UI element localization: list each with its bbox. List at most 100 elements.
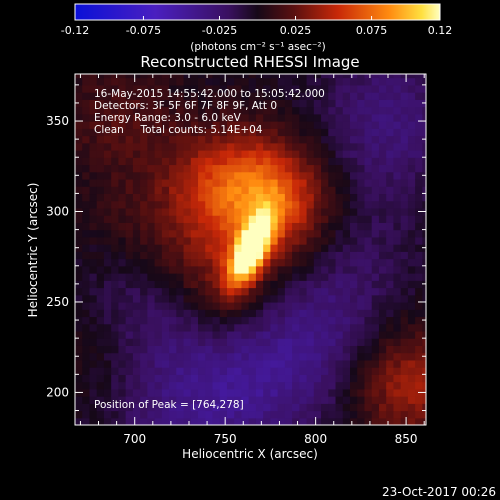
heatmap-cell	[147, 84, 156, 93]
heatmap-cell	[140, 106, 148, 115]
heatmap-cell	[212, 316, 221, 325]
heatmap-cell	[205, 92, 214, 100]
heatmap-cell	[263, 338, 271, 346]
heatmap-cell	[147, 381, 156, 390]
heatmap-cell	[140, 323, 148, 332]
heatmap-cell	[169, 323, 177, 332]
heatmap-cell	[125, 200, 134, 209]
heatmap-cell	[219, 74, 228, 79]
heatmap-cell	[313, 374, 322, 383]
heatmap-cell	[219, 352, 228, 361]
heatmap-cell	[219, 244, 228, 252]
heatmap-cell	[284, 157, 293, 166]
heatmap-cell	[226, 207, 235, 216]
heatmap-cell	[147, 323, 156, 332]
heatmap-cell	[140, 74, 148, 79]
heatmap-cell	[255, 74, 264, 79]
heatmap-cell	[263, 309, 271, 318]
heatmap-cell	[284, 99, 293, 108]
heatmap-cell	[241, 106, 250, 115]
heatmap-cell	[393, 193, 402, 202]
heatmap-cell	[378, 287, 387, 296]
heatmap-cell	[219, 200, 228, 209]
heatmap-cell	[284, 352, 293, 361]
heatmap-cell	[176, 388, 185, 397]
heatmap-cell	[140, 258, 148, 267]
heatmap-cell	[400, 149, 409, 158]
heatmap-cell	[140, 215, 148, 223]
heatmap-cell	[270, 99, 279, 108]
heatmap-cell	[393, 164, 402, 173]
heatmap-cell	[190, 193, 199, 202]
heatmap-cell	[205, 178, 214, 187]
heatmap-cell	[407, 374, 416, 383]
heatmap-cell	[103, 77, 112, 86]
heatmap-cell	[263, 410, 271, 419]
heatmap-cell	[140, 265, 148, 274]
heatmap-cell	[198, 381, 206, 390]
heatmap-cell	[118, 149, 127, 158]
heatmap-cell	[292, 92, 300, 100]
heatmap-cell	[393, 186, 402, 195]
heatmap-cell	[313, 106, 322, 115]
heatmap-cell	[161, 381, 170, 390]
heatmap-cell	[386, 222, 395, 231]
heatmap-cell	[299, 294, 308, 303]
heatmap-cell	[248, 316, 257, 325]
heatmap-cell	[132, 287, 141, 296]
heatmap-cell	[386, 403, 395, 412]
heatmap-cell	[147, 316, 156, 325]
heatmap-cell	[132, 157, 141, 166]
heatmap-cell	[321, 222, 329, 231]
heatmap-cell	[241, 149, 250, 158]
heatmap-cell	[400, 352, 409, 361]
heatmap-cell	[103, 330, 112, 339]
heatmap-cell	[169, 200, 177, 209]
heatmap-cell	[132, 77, 141, 86]
heatmap-cell	[263, 164, 271, 173]
heatmap-cell	[321, 287, 329, 296]
heatmap-cell	[342, 381, 351, 390]
heatmap-cell	[118, 345, 127, 354]
heatmap-cell	[386, 294, 395, 303]
heatmap-cell	[378, 74, 387, 79]
heatmap-cell	[415, 215, 423, 223]
heatmap-cell	[277, 157, 286, 166]
heatmap-cell	[364, 222, 373, 231]
heatmap-cell	[183, 92, 192, 100]
heatmap-cell	[364, 121, 373, 129]
heatmap-cell	[357, 323, 366, 332]
heatmap-cell	[118, 287, 127, 296]
heatmap-cell	[248, 186, 257, 195]
heatmap-cell	[154, 157, 163, 166]
heatmap-cell	[118, 74, 127, 79]
heatmap-cell	[422, 323, 426, 332]
heatmap-cell	[111, 200, 120, 209]
heatmap-cell	[176, 316, 185, 325]
heatmap-cell	[205, 287, 214, 296]
heatmap-cell	[393, 142, 402, 151]
heatmap-cell	[226, 294, 235, 303]
heatmap-cell	[75, 265, 83, 274]
heatmap-cell	[248, 99, 257, 108]
heatmap-cell	[169, 258, 177, 267]
heatmap-cell	[198, 106, 206, 115]
heatmap-cell	[263, 417, 271, 425]
heatmap-cell	[176, 164, 185, 173]
heatmap-cell	[350, 352, 358, 361]
heatmap-cell	[335, 280, 344, 289]
heatmap-cell	[407, 338, 416, 346]
heatmap-cell	[125, 236, 134, 245]
heatmap-cell	[169, 171, 177, 180]
heatmap-cell	[371, 396, 380, 404]
heatmap-cell	[255, 258, 264, 267]
heatmap-cell	[422, 301, 426, 310]
heatmap-cell	[132, 338, 141, 346]
heatmap-cell	[386, 99, 395, 108]
heatmap-cell	[422, 186, 426, 195]
heatmap-cell	[407, 92, 416, 100]
heatmap-cell	[364, 236, 373, 245]
heatmap-cell	[321, 113, 329, 122]
heatmap-cell	[263, 323, 271, 332]
heatmap-cell	[226, 149, 235, 158]
